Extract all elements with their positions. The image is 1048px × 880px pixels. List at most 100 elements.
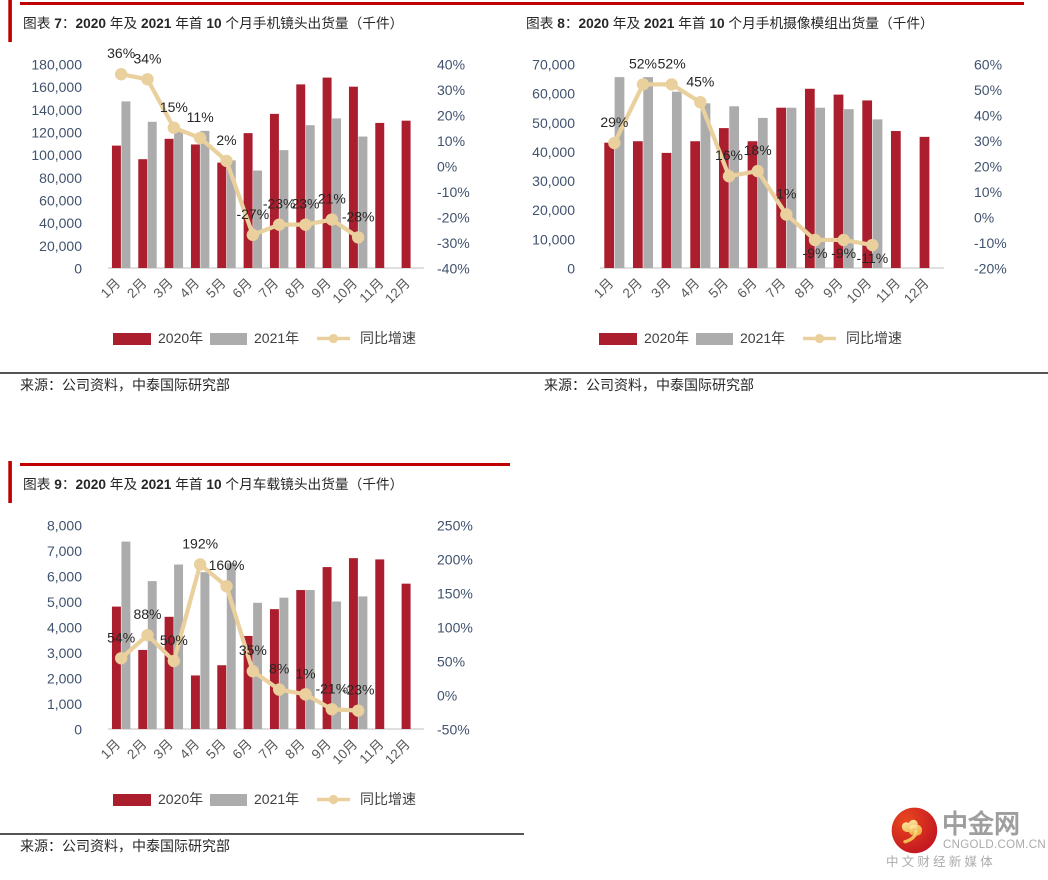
svg-text:-40%: -40% <box>437 261 470 277</box>
svg-text:10%: 10% <box>974 184 1002 200</box>
svg-text:-30%: -30% <box>437 235 470 251</box>
svg-text:中文财经新媒体: 中文财经新媒体 <box>886 854 996 869</box>
svg-text:7月: 7月 <box>763 276 788 301</box>
svg-text:来源：公司资料，中泰国际研究部: 来源：公司资料，中泰国际研究部 <box>20 377 230 393</box>
svg-text:来源：公司资料，中泰国际研究部: 来源：公司资料，中泰国际研究部 <box>20 838 230 854</box>
svg-text:15%: 15% <box>160 99 188 115</box>
svg-text:2月: 2月 <box>124 276 149 301</box>
svg-text:1月: 1月 <box>98 737 123 762</box>
svg-text:3月: 3月 <box>150 737 175 762</box>
svg-text:2020年: 2020年 <box>644 330 689 346</box>
svg-text:100,000: 100,000 <box>31 147 82 163</box>
svg-text:0: 0 <box>74 722 82 738</box>
svg-text:5月: 5月 <box>203 276 228 301</box>
svg-text:23%: 23% <box>291 196 319 212</box>
svg-text:160,000: 160,000 <box>31 79 82 95</box>
svg-text:140,000: 140,000 <box>31 102 82 118</box>
svg-text:20,000: 20,000 <box>532 202 575 218</box>
svg-text:88%: 88% <box>133 606 161 622</box>
svg-text:45%: 45% <box>686 73 714 89</box>
svg-text:0%: 0% <box>437 688 457 704</box>
svg-text:1%: 1% <box>295 665 315 681</box>
svg-text:11月: 11月 <box>873 276 903 306</box>
svg-text:8,000: 8,000 <box>47 518 82 534</box>
svg-text:4月: 4月 <box>677 276 702 301</box>
svg-text:30%: 30% <box>437 82 465 98</box>
svg-text:120,000: 120,000 <box>31 125 82 141</box>
svg-text:180,000: 180,000 <box>31 57 82 73</box>
svg-text:-11%: -11% <box>857 250 889 266</box>
svg-text:80,000: 80,000 <box>39 170 82 186</box>
svg-text:6,000: 6,000 <box>47 569 82 585</box>
svg-text:10,000: 10,000 <box>532 231 575 247</box>
svg-text:4,000: 4,000 <box>47 620 82 636</box>
svg-text:12月: 12月 <box>382 276 413 307</box>
svg-text:3月: 3月 <box>648 276 673 301</box>
svg-text:70,000: 70,000 <box>532 57 575 73</box>
svg-text:4月: 4月 <box>177 737 202 762</box>
svg-text:50,000: 50,000 <box>532 115 575 131</box>
svg-text:29%: 29% <box>600 114 628 130</box>
svg-text:8%: 8% <box>269 661 289 677</box>
svg-text:8月: 8月 <box>792 276 817 301</box>
svg-text:图表 8：2020 年及 2021 年首 10 个月手机摄像: 图表 8：2020 年及 2021 年首 10 个月手机摄像模组出货量（千件） <box>526 15 934 31</box>
svg-text:16%: 16% <box>715 147 743 163</box>
svg-text:0%: 0% <box>974 210 994 226</box>
svg-text:图表 9：2020 年及 2021 年首 10 个月车载镜头: 图表 9：2020 年及 2021 年首 10 个月车载镜头出货量（千件） <box>23 476 403 492</box>
svg-text:10%: 10% <box>437 133 465 149</box>
svg-text:36%: 36% <box>107 45 135 61</box>
svg-text:150%: 150% <box>437 586 473 602</box>
svg-text:来源：公司资料，中泰国际研究部: 来源：公司资料，中泰国际研究部 <box>544 377 754 393</box>
svg-text:11%: 11% <box>187 109 214 125</box>
svg-text:18%: 18% <box>744 142 772 158</box>
svg-text:1月: 1月 <box>98 276 123 301</box>
svg-text:-9%: -9% <box>831 245 856 261</box>
svg-text:-9%: -9% <box>803 245 828 261</box>
svg-text:0: 0 <box>74 261 82 277</box>
svg-text:8月: 8月 <box>282 737 307 762</box>
svg-text:-23%: -23% <box>342 682 375 698</box>
svg-text:8月: 8月 <box>282 276 307 301</box>
svg-text:6月: 6月 <box>229 737 254 762</box>
svg-text:6月: 6月 <box>229 276 254 301</box>
svg-text:50%: 50% <box>160 632 188 648</box>
svg-text:7月: 7月 <box>256 276 281 301</box>
svg-text:200%: 200% <box>437 552 473 568</box>
svg-text:40,000: 40,000 <box>532 144 575 160</box>
svg-text:-10%: -10% <box>974 235 1007 251</box>
svg-text:-50%: -50% <box>437 722 470 738</box>
svg-text:2%: 2% <box>216 132 236 148</box>
svg-text:30%: 30% <box>974 133 1002 149</box>
svg-text:21%: 21% <box>318 191 346 207</box>
svg-text:7月: 7月 <box>256 737 281 762</box>
svg-text:10月: 10月 <box>330 737 361 768</box>
svg-text:2021年: 2021年 <box>254 330 299 346</box>
svg-text:9月: 9月 <box>820 276 845 301</box>
svg-text:60,000: 60,000 <box>39 193 82 209</box>
svg-text:250%: 250% <box>437 518 473 534</box>
svg-text:中金网: 中金网 <box>942 809 1020 839</box>
svg-text:60%: 60% <box>974 57 1002 73</box>
svg-text:100%: 100% <box>437 620 473 636</box>
svg-text:5月: 5月 <box>203 737 228 762</box>
svg-text:34%: 34% <box>133 50 161 66</box>
svg-text:7,000: 7,000 <box>47 543 82 559</box>
svg-text:20,000: 20,000 <box>39 238 82 254</box>
svg-text:同比增速: 同比增速 <box>846 330 902 346</box>
svg-text:-20%: -20% <box>974 261 1007 277</box>
svg-text:160%: 160% <box>209 557 245 573</box>
svg-text:2021年: 2021年 <box>740 330 785 346</box>
svg-text:2月: 2月 <box>620 276 645 301</box>
svg-text:2月: 2月 <box>124 737 149 762</box>
svg-text:40%: 40% <box>437 57 465 73</box>
svg-text:3月: 3月 <box>150 276 175 301</box>
svg-text:同比增速: 同比增速 <box>360 791 416 807</box>
svg-text:11月: 11月 <box>357 276 387 306</box>
svg-text:30,000: 30,000 <box>532 173 575 189</box>
svg-text:4月: 4月 <box>177 276 202 301</box>
svg-text:-28%: -28% <box>342 208 375 224</box>
svg-text:40,000: 40,000 <box>39 215 82 231</box>
svg-text:20%: 20% <box>437 108 465 124</box>
svg-text:CNGOLD.COM.CN: CNGOLD.COM.CN <box>943 839 1046 851</box>
svg-text:0%: 0% <box>437 159 457 175</box>
